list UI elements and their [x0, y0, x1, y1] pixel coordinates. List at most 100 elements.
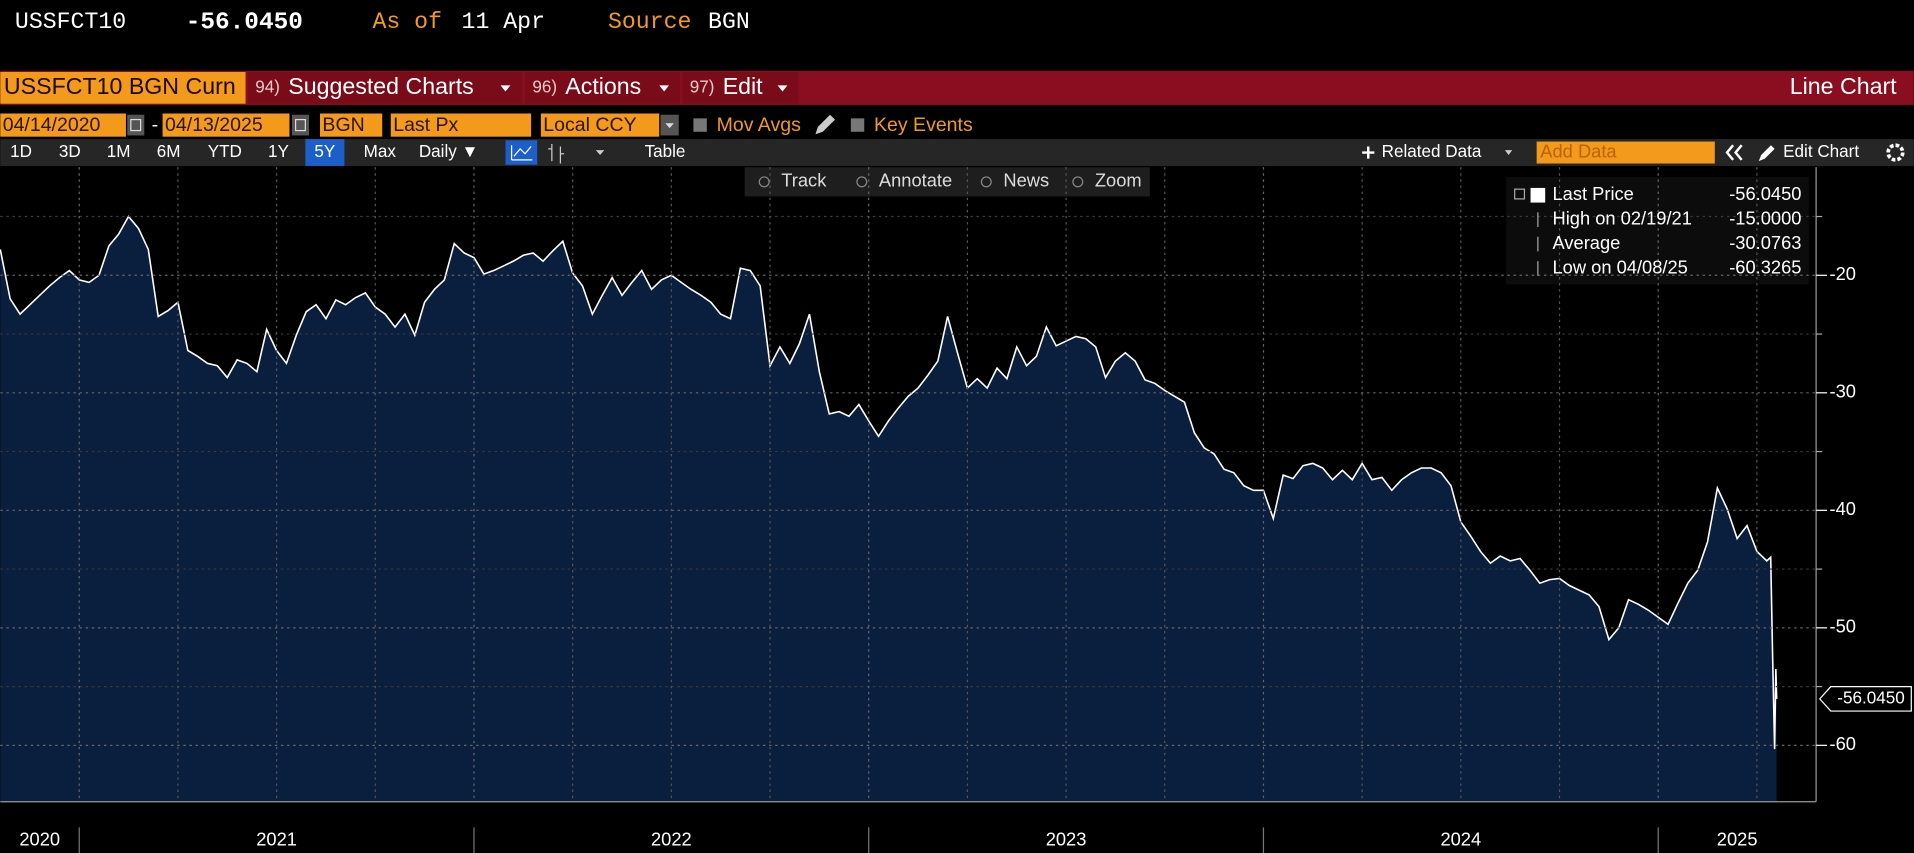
- period-button[interactable]: 5Y: [314, 142, 335, 161]
- tool-icon: [1072, 176, 1084, 188]
- dropdown-arrow: [665, 123, 674, 129]
- security[interactable]: USSFCT10 BGN Curn: [4, 73, 236, 99]
- as-of: 11 Apr: [462, 9, 545, 35]
- add-data-box[interactable]: [1536, 141, 1715, 164]
- collapse-icon[interactable]: [1725, 144, 1743, 161]
- tool-icon: [758, 176, 770, 188]
- x-tick-label: 2020: [19, 829, 60, 850]
- menu-label[interactable]: Actions: [565, 73, 641, 99]
- line-type-button[interactable]: [505, 140, 538, 165]
- legend-value: -30.0763: [1729, 232, 1801, 253]
- line-icon: [510, 145, 533, 161]
- menu-segment: [682, 71, 799, 104]
- period-button[interactable]: 3D: [59, 142, 81, 161]
- legend-box: [1506, 176, 1809, 285]
- pencil-icon: [1758, 145, 1775, 162]
- add-data[interactable]: Add Data: [1540, 140, 1617, 161]
- menu-label[interactable]: Edit: [723, 73, 763, 99]
- last-price-tag: [1818, 686, 1912, 712]
- period-selected: [305, 139, 345, 166]
- price-line: [0, 215, 1778, 750]
- calendar-icon: [127, 114, 145, 136]
- date-dash: -: [152, 114, 159, 136]
- menu-key[interactable]: 94): [255, 77, 280, 96]
- chart-tool[interactable]: News: [1003, 170, 1049, 191]
- y-tick-label: -50: [1830, 616, 1856, 637]
- checkbox[interactable]: [693, 118, 707, 132]
- legend-value: -60.3265: [1729, 256, 1801, 277]
- currency-field-box: [540, 113, 660, 137]
- source: BGN: [708, 9, 750, 35]
- period-button[interactable]: Max: [364, 142, 397, 161]
- y-tick-label: -40: [1830, 498, 1856, 519]
- period-button[interactable]: 1Y: [268, 142, 289, 161]
- dropdown-arrow: [595, 150, 605, 155]
- legend-label: Low on 04/08/25: [1553, 256, 1688, 277]
- source-label: Source: [608, 9, 691, 35]
- legend-label: Last Price: [1553, 183, 1634, 204]
- ticker: USSFCT10: [15, 9, 126, 35]
- calendar-glyph: [294, 118, 306, 132]
- period-button[interactable]: YTD: [208, 142, 242, 161]
- dropdown-arrow: [777, 85, 788, 92]
- last-price-label: -56.0450: [1837, 688, 1904, 707]
- as-of-label: As of: [372, 9, 442, 35]
- related-data[interactable]: Related Data: [1382, 142, 1482, 161]
- legend-label: High on 02/19/21: [1553, 207, 1692, 228]
- frequency[interactable]: Daily ▼: [419, 142, 479, 161]
- period-button[interactable]: 6M: [157, 142, 181, 161]
- y-tick-label: -30: [1830, 381, 1856, 402]
- source-field-box: [319, 113, 383, 137]
- legend-value: -15.0000: [1729, 207, 1801, 228]
- table-button[interactable]: Table: [645, 142, 686, 161]
- end-date-box: [162, 113, 290, 137]
- legend-value: -56.0450: [1729, 183, 1801, 204]
- x-tick-label: 2021: [256, 829, 297, 850]
- menu-segment: [247, 71, 523, 104]
- key-events[interactable]: Key Events: [874, 114, 973, 136]
- y-tick-label: -20: [1830, 263, 1856, 284]
- x-tick-label: 2024: [1440, 829, 1481, 850]
- period-button[interactable]: 1D: [10, 142, 32, 161]
- y-tick-label: -60: [1830, 733, 1856, 754]
- tool-icon: [856, 176, 868, 188]
- chart-tool[interactable]: Zoom: [1095, 170, 1142, 191]
- tool-icon: [980, 176, 992, 188]
- mov-avgs[interactable]: Mov Avgs: [717, 114, 801, 136]
- period-button[interactable]: 1M: [107, 142, 131, 161]
- legend-label: Average: [1553, 232, 1621, 253]
- menu-key[interactable]: 96): [532, 77, 557, 96]
- dropdown-arrow: [659, 85, 670, 92]
- area-fill: [0, 216, 1777, 802]
- source-field[interactable]: BGN: [322, 114, 364, 136]
- checkbox[interactable]: [850, 118, 865, 132]
- pencil-icon: [815, 114, 835, 135]
- menu-segment: [525, 71, 680, 104]
- currency-field[interactable]: Local CCY: [543, 114, 636, 136]
- legend-swatch: [1530, 187, 1546, 203]
- security-box: [0, 71, 246, 104]
- menu-label[interactable]: Suggested Charts: [288, 73, 474, 99]
- calendar-glyph: [130, 118, 142, 132]
- edit-chart[interactable]: Edit Chart: [1783, 142, 1859, 161]
- plus-icon: [1362, 146, 1375, 159]
- dropdown-arrow: [500, 85, 511, 92]
- calendar-icon: [291, 114, 310, 136]
- menu-key[interactable]: 97): [690, 77, 715, 96]
- price-field[interactable]: Last Px: [393, 114, 458, 136]
- x-tick-label: 2023: [1046, 829, 1087, 850]
- legend-collapse[interactable]: [1514, 188, 1526, 200]
- chart-tool[interactable]: Annotate: [879, 170, 952, 191]
- x-tick-label: 2022: [651, 829, 692, 850]
- bar-type-icon[interactable]: [548, 143, 565, 164]
- chart-tool[interactable]: Track: [781, 170, 827, 191]
- start-date-box: [0, 113, 126, 137]
- end-date[interactable]: 04/13/2025: [165, 114, 263, 136]
- x-tick-label: 2025: [1717, 829, 1758, 850]
- start-date[interactable]: 04/14/2020: [3, 114, 101, 136]
- price: -56.0450: [186, 9, 303, 36]
- dropdown-arrow: [1504, 150, 1513, 155]
- chart-kind: Line Chart: [1790, 73, 1897, 99]
